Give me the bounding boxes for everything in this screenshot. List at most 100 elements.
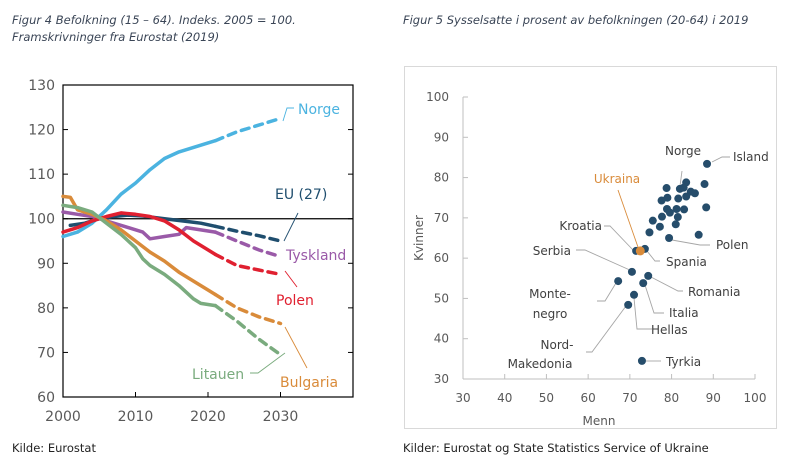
point-label-serbia: Serbia [533,244,571,258]
leader-line-hellas [633,297,652,330]
y-tick-label: 100 [426,90,449,104]
leader-line-spania [646,250,660,262]
x-tick-label: 40 [497,391,512,405]
scatter-point [674,194,683,203]
series-label-bulgaria: Bulgaria [280,375,338,391]
point-label-hellas: Hellas [651,323,688,337]
point-label-nord: Nord- [541,338,574,352]
scatter-point-romania [644,271,653,280]
x-axis-title: Menn [583,414,616,428]
figure4-source: Kilde: Eurostat [12,441,96,455]
leader-line-romania [650,276,683,292]
series-label-polen: Polen [276,293,314,309]
scatter-point [655,222,664,231]
point-label-spania: Spania [666,255,707,269]
y-tick-label: 90 [434,130,449,144]
population-line-chart: 60 70 80 90 100 110 120 130 2000 2010 2020 2030 Norg… [28,78,354,425]
point-label-tyrkia: Tyrkia [665,355,701,369]
figure4-caption: Figur 4 Befolkning (15 – 64). Indeks. 20… [12,12,296,46]
leader-line-italia [644,284,664,314]
y-tick-label: 60 [37,390,55,406]
scatter-point-monte-negro [614,277,623,286]
scatter-point [671,220,680,229]
series-label-norge: Norge [298,102,340,118]
scatter-point-serbia [627,267,636,276]
x-tick-label: 2000 [45,409,81,425]
point-label-negro: negro [533,307,568,321]
chart-border [404,66,777,429]
series-line-polen [61,211,218,257]
y-tick-label: 70 [434,211,449,225]
y-tick-label: 80 [434,171,449,185]
scatter-point-ukraina [635,246,645,256]
y-tick-label: 60 [434,251,449,265]
x-tick-label: 90 [706,391,721,405]
series-projection-norge [213,116,283,143]
x-tick-label: 70 [622,391,637,405]
x-tick-label: 2010 [118,409,154,425]
leader-line-bulgaria [284,326,308,369]
series-line-tyskland [61,210,218,241]
point-label-ukraina: Ukraina [594,172,640,186]
y-tick-label: 100 [28,212,55,228]
x-tick-label: 2020 [190,409,226,425]
leader-line-island [711,156,730,163]
point-label-italia: Italia [669,306,699,320]
point-label-kroatia: Kroatia [559,219,602,233]
x-tick-label: 50 [539,391,554,405]
series-label-tyskland: Tyskland [285,248,346,264]
series-line-norge [61,138,218,239]
series-projection-tyskland [213,230,283,259]
scatter-point [665,208,674,217]
point-label-makedonia: Makedonia [508,357,573,371]
scatter-point-tyrkia [637,356,646,365]
y-tick-label: 80 [37,301,55,317]
scatter-point-hellas [630,290,639,299]
scatter-point-norge [675,184,684,193]
figure5-caption: Figur 5 Sysselsatte i prosent av befolkn… [403,13,749,27]
x-tick-label: 2030 [263,409,299,425]
x-tick-label: 80 [664,391,679,405]
scatter-point [680,205,689,214]
y-axis-title: Kvinner [412,215,426,261]
leader-line-polen [284,270,298,288]
series-projection-eu-27 [213,224,283,243]
scatter-point [657,212,666,221]
figure4-caption-line1: Figur 4 Befolkning (15 – 64). Indeks. 20… [12,13,296,27]
leader-line-norge [282,107,294,122]
y-tick-label: 120 [28,123,55,139]
scatter-point-polen [665,234,674,242]
figure4-caption-line2: Framskrivninger fra Eurostat (2019) [12,30,220,44]
point-label-island: Island [733,150,769,164]
x-tick-label: 100 [744,391,767,405]
y-tick-label: 40 [434,332,449,346]
series-label-eu-27: EU (27) [275,187,327,203]
scatter-point [645,228,654,237]
scatter-point [682,192,691,201]
scatter-point [690,189,699,198]
point-label-monte: Monte- [529,287,571,301]
y-tick-label: 30 [434,372,449,386]
leader-line-eu-27 [283,212,299,242]
series-line-bulgaria [61,194,218,297]
scatter-point-italia [639,279,648,288]
series-projection-litauen [213,303,283,357]
leader-line-monte-negro [597,282,617,302]
scatter-point [694,230,703,239]
figure5-source: Kilder: Eurostat og State Statistics Ser… [403,441,709,455]
leader-line-ukraina [617,189,640,251]
scatter-point [662,184,671,193]
scatter-point [700,180,709,189]
scatter-point [657,196,666,205]
y-tick-label: 130 [28,78,55,94]
y-tick-label: 70 [37,345,55,361]
x-tick-label: 30 [455,391,470,405]
leader-line-nord-makedonia [586,305,627,353]
series-label-litauen: Litauen [192,367,244,383]
scatter-point [648,216,657,225]
leader-line-kroatia [604,225,634,251]
point-label-norge: Norge [665,144,701,158]
leader-line-polen [671,239,710,246]
series-projection-bulgaria [213,292,283,326]
